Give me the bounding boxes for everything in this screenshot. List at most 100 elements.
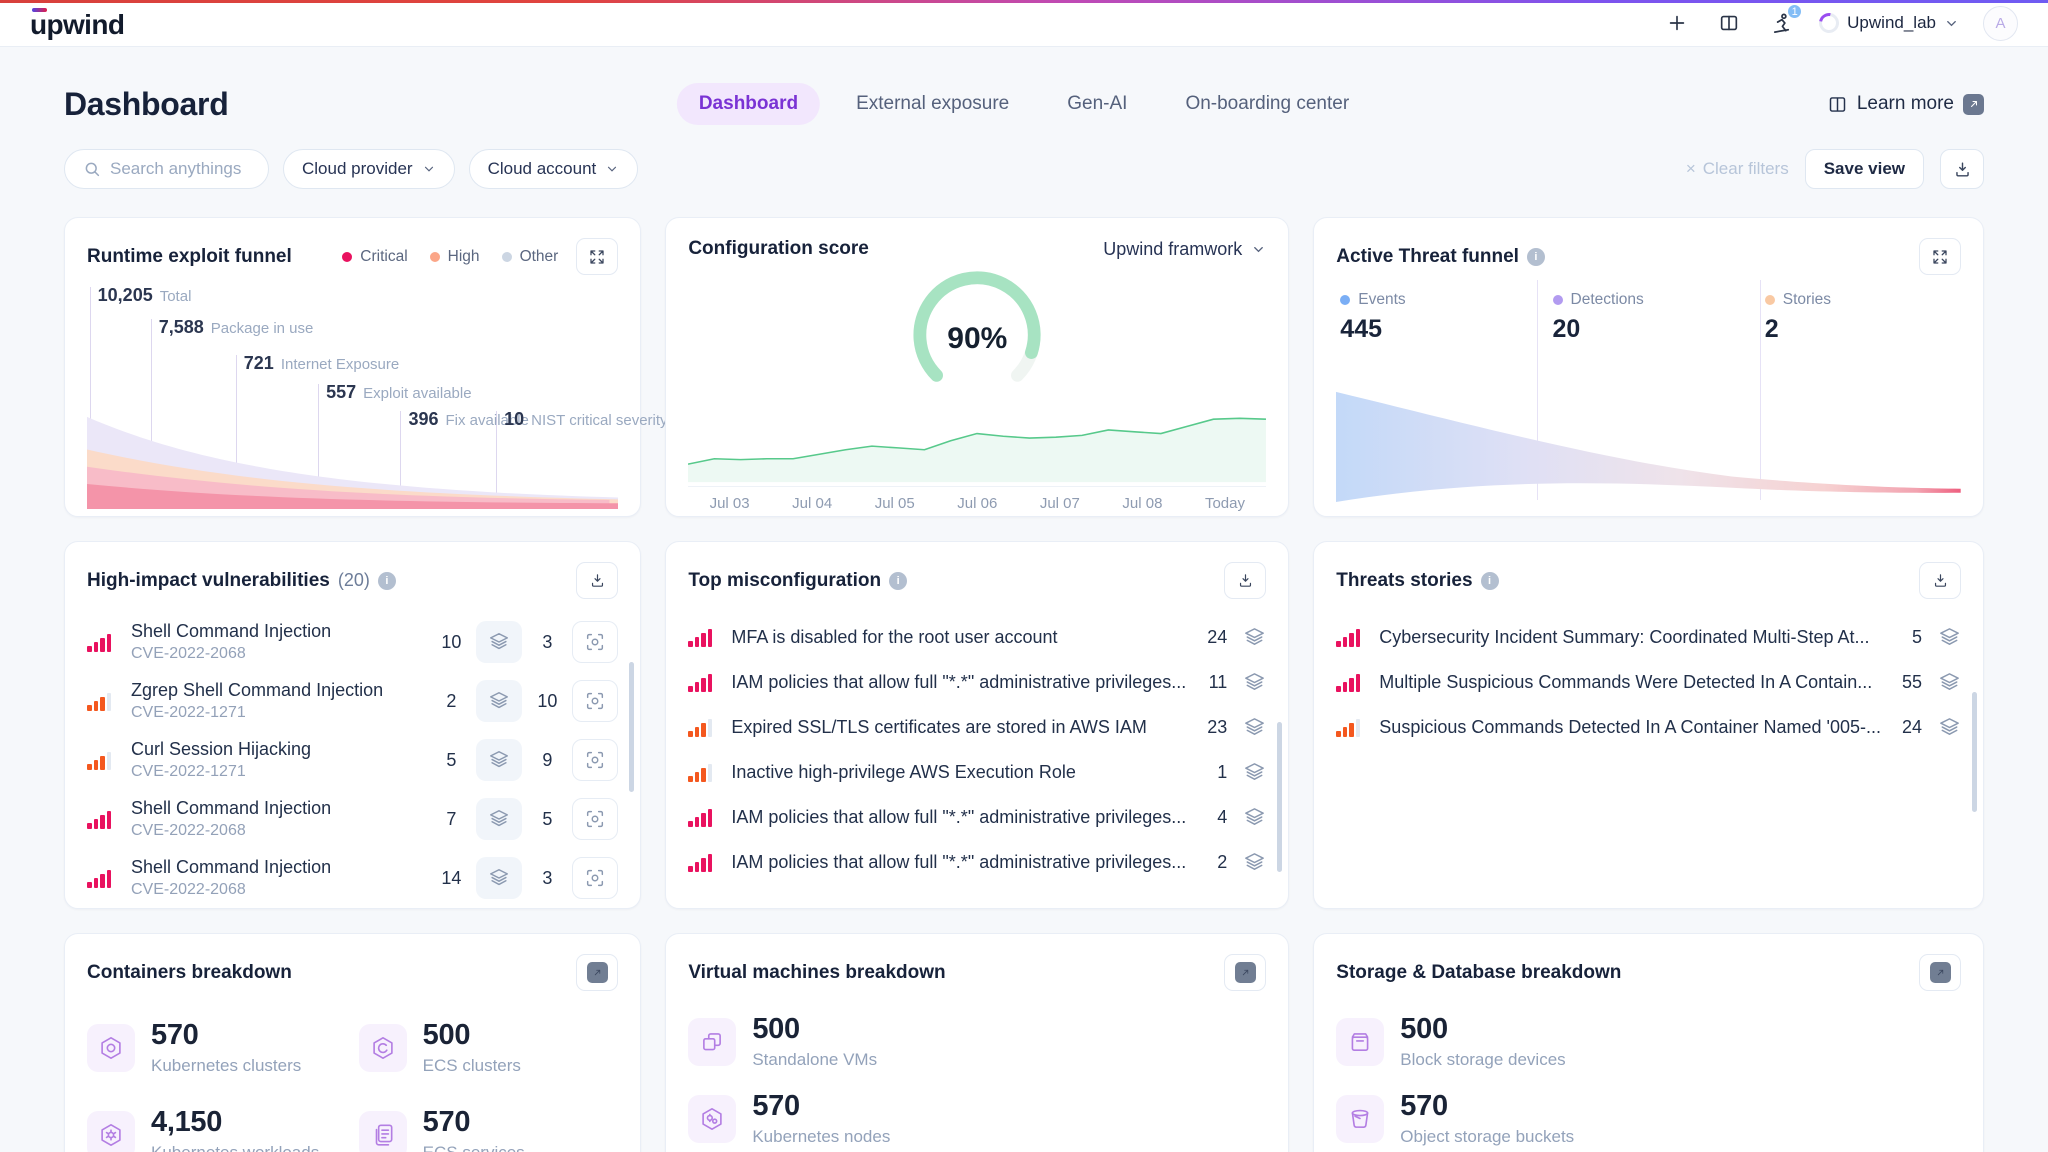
avatar[interactable]: A xyxy=(1983,5,2018,41)
card-title: Virtual machines breakdown xyxy=(688,961,946,983)
save-view-button[interactable]: Save view xyxy=(1804,149,1924,189)
open-page-button[interactable] xyxy=(1919,954,1961,991)
score-trend-chart xyxy=(688,417,1267,483)
scrollbar[interactable] xyxy=(1277,722,1283,872)
funnel-milestone-line xyxy=(400,411,402,509)
tab-dashboard[interactable]: Dashboard xyxy=(676,83,821,125)
download-button[interactable] xyxy=(1919,562,1961,599)
list-item[interactable]: 570ECS services xyxy=(358,1106,619,1152)
legend-dot-critical xyxy=(342,251,353,262)
funnel-milestone: 721 Internet Exposure xyxy=(243,353,400,373)
open-page-button[interactable] xyxy=(576,954,619,991)
table-row[interactable]: Shell Command Injection CVE-2022-2068 10 … xyxy=(87,617,619,667)
org-selector[interactable]: Upwind_lab xyxy=(1815,9,1959,37)
scrollbar[interactable] xyxy=(1972,692,1977,812)
scan-button[interactable] xyxy=(572,621,619,663)
table-row[interactable]: Zgrep Shell Command Injection CVE-2022-12… xyxy=(87,676,619,726)
layers-button[interactable] xyxy=(476,621,523,663)
layers-button[interactable] xyxy=(476,798,523,840)
focus-scan-icon xyxy=(587,810,604,828)
layers-icon[interactable] xyxy=(1243,626,1266,649)
legend-label: Other xyxy=(519,247,559,265)
list-item[interactable]: 570 Kubernetes nodes xyxy=(688,1090,1266,1147)
layers-button[interactable] xyxy=(476,857,523,899)
virtual-machines-breakdown-card: Virtual machines breakdown 500 Standalone… xyxy=(665,933,1290,1152)
info-icon[interactable]: i xyxy=(377,571,396,590)
list-item[interactable]: IAM policies that allow full "*.*" admin… xyxy=(688,666,1266,698)
list-item[interactable]: 500 Block storage devices xyxy=(1336,1013,1961,1070)
stories-dot xyxy=(1764,295,1775,305)
activity-button[interactable]: 1 xyxy=(1767,3,1804,37)
plus-icon xyxy=(1669,15,1685,31)
layers-icon[interactable] xyxy=(1938,716,1961,739)
layers-button[interactable] xyxy=(476,680,523,722)
expand-button[interactable] xyxy=(1919,238,1961,275)
list-item[interactable]: IAM policies that allow full "*.*" admin… xyxy=(688,846,1266,878)
download-button[interactable] xyxy=(1224,562,1267,599)
layers-icon[interactable] xyxy=(1938,671,1961,694)
tab-gen-ai[interactable]: Gen-AI xyxy=(1067,93,1128,114)
info-icon[interactable]: i xyxy=(1480,571,1499,590)
runtime-exploit-funnel-card: Runtime exploit funnel Critical High Oth… xyxy=(64,217,668,517)
gauge-value-arc xyxy=(913,271,1041,382)
list-item[interactable]: Suspicious Commands Detected In A Contai… xyxy=(1336,711,1961,743)
info-icon[interactable]: i xyxy=(1526,247,1545,266)
info-icon[interactable]: i xyxy=(889,571,908,590)
list-item[interactable]: 4,150Kubernetes workloads xyxy=(87,1106,347,1152)
stat-detections: Detections 20 xyxy=(1537,291,1749,344)
expand-button[interactable] xyxy=(576,238,619,275)
severity-bars-icon xyxy=(1336,627,1364,647)
list-item[interactable]: Inactive high-privilege AWS Execution Ro… xyxy=(688,756,1266,788)
layers-icon[interactable] xyxy=(1243,851,1266,874)
tab-external-exposure[interactable]: External exposure xyxy=(856,93,1010,114)
list-item[interactable]: 570 Kubernetes clusters xyxy=(87,1019,347,1076)
runner-icon xyxy=(1773,13,1789,33)
list-item[interactable]: 500 Standalone VMs xyxy=(688,1013,1266,1070)
image-count: 5 xyxy=(542,808,553,829)
table-row[interactable]: Shell Command Injection CVE-2022-2068 7 5 xyxy=(87,794,619,844)
cloud-provider-filter[interactable]: Cloud provider xyxy=(283,149,455,189)
divider xyxy=(1536,280,1538,500)
layers-icon[interactable] xyxy=(1243,671,1266,694)
list-item[interactable]: Expired SSL/TLS certificates are stored … xyxy=(688,711,1266,743)
scrollbar[interactable] xyxy=(629,662,635,792)
export-button[interactable] xyxy=(1940,149,1984,189)
layers-icon[interactable] xyxy=(1243,806,1266,829)
scan-button[interactable] xyxy=(572,680,619,722)
framework-selector[interactable]: Upwind framwork xyxy=(1103,238,1267,260)
add-button[interactable] xyxy=(1663,9,1691,37)
misconfiguration-list: MFA is disabled for the root user accoun… xyxy=(688,621,1266,878)
download-button[interactable] xyxy=(576,562,619,599)
list-item[interactable]: 570 Object storage buckets xyxy=(1336,1090,1961,1147)
learn-more-link[interactable]: Learn more xyxy=(1827,93,1984,115)
layers-icon[interactable] xyxy=(1243,761,1266,784)
list-item[interactable]: MFA is disabled for the root user accoun… xyxy=(688,621,1266,653)
search-pill[interactable] xyxy=(64,149,269,189)
table-row[interactable]: Shell Command Injection CVE-2022-2068 14 … xyxy=(87,853,619,903)
layers-icon xyxy=(490,692,509,709)
card-title: Configuration score xyxy=(688,238,869,259)
list-item[interactable]: IAM policies that allow full "*.*" admin… xyxy=(688,801,1266,833)
search-input[interactable] xyxy=(110,159,250,179)
scan-button[interactable] xyxy=(572,857,619,899)
table-row[interactable]: Curl Session Hijacking CVE-2022-1271 5 9 xyxy=(87,735,619,785)
cloud-account-filter[interactable]: Cloud account xyxy=(468,149,639,189)
layers-icon[interactable] xyxy=(1938,626,1961,649)
tab-onboarding-center[interactable]: On-boarding center xyxy=(1185,93,1350,114)
resource-count: 24 xyxy=(1207,626,1228,647)
list-item[interactable]: Cybersecurity Incident Summary: Coordina… xyxy=(1336,621,1961,653)
layers-icon[interactable] xyxy=(1243,716,1266,739)
image-count: 3 xyxy=(542,631,553,652)
vulnerability-list: Shell Command Injection CVE-2022-2068 10 … xyxy=(87,617,619,903)
score-trend-line xyxy=(688,417,1267,465)
scan-button[interactable] xyxy=(572,739,619,781)
severity-bars-icon xyxy=(87,632,115,652)
panels-button[interactable] xyxy=(1715,9,1743,37)
list-item[interactable]: 500 ECS clusters xyxy=(358,1019,619,1076)
open-page-button[interactable] xyxy=(1224,954,1267,991)
layers-button[interactable] xyxy=(476,739,523,781)
scan-button[interactable] xyxy=(572,798,619,840)
split-panel-icon xyxy=(1720,15,1738,31)
list-item[interactable]: Multiple Suspicious Commands Were Detect… xyxy=(1336,666,1961,698)
clear-filters-button[interactable]: × Clear filters xyxy=(1686,159,1789,179)
